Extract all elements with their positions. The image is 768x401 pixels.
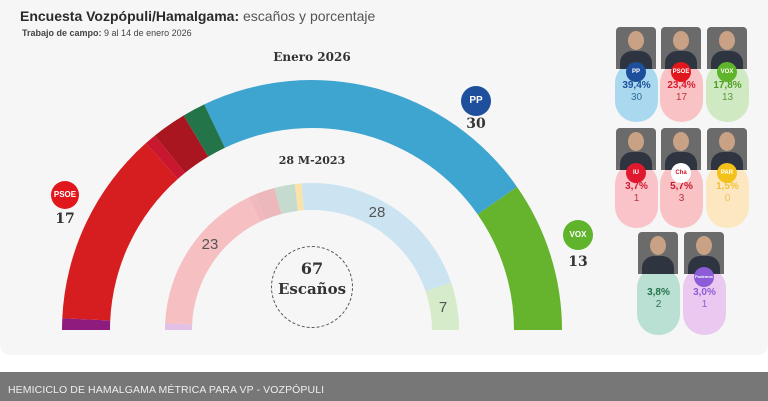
arc-2026-podemos [62,318,111,330]
footer-caption: HEMICICLO DE HAMALGAMA MÉTRICA PARA VP -… [0,372,768,401]
arc-2026-arag-n-teruel-existe [183,104,225,157]
seat-count: 0 [724,193,731,204]
arc-2023-psoe [165,197,261,325]
arc-2023-podemos [165,323,193,330]
arc-2026-psoe [62,143,178,321]
vote-percentage: 23,4% [667,80,696,91]
arc-2023-cha [254,187,282,220]
seat-count: 1 [633,193,640,204]
arc-2026-iu [145,135,185,180]
pp-logo-icon: PP [626,62,646,82]
vote-percentage: 3,8% [647,287,670,298]
inner-pp-seats: 28 [368,204,386,221]
arc-2023-vox [425,282,459,330]
seat-count: 13 [721,92,734,103]
total-seats-number: 67 [300,259,324,278]
seat-count: 2 [655,299,662,310]
podemos-logo-icon: Podemos [694,267,714,287]
hemicycle-chart [62,79,562,330]
vox-seats-label: 13 [568,254,588,270]
candidate-photo [638,232,678,274]
fieldwork-dates: Trabajo de campo: 9 al 14 de enero 2026 [22,28,192,38]
candidate-photo [616,128,656,170]
arc-2026-pp [204,79,517,215]
vote-percentage: 1,5% [716,181,739,192]
seat-count: 3 [678,193,685,204]
psoe-logo-icon: PSOE [51,181,79,209]
par-logo-icon: PAR [717,163,737,183]
arc-2023-pp [301,183,452,292]
vox-logo-icon: VOX [717,62,737,82]
total-seats-circle: 67 Escaños [271,246,353,328]
vote-percentage: 39,4% [622,80,651,91]
party-card-par: 1,5% 0 [706,163,749,228]
seat-count: 30 [630,92,643,103]
seat-count: 1 [701,299,708,310]
outer-ring-label: Enero 2026 [273,50,351,64]
arc-2023-par [294,183,304,211]
vote-percentage: 3,7% [625,181,648,192]
psoe-seats-label: 17 [55,211,75,227]
vote-percentage: 5,7% [670,181,693,192]
arc-2023-iu [248,194,266,222]
total-seats-text: Escaños [277,280,347,298]
vote-percentage: 3,0% [693,287,716,298]
arc-2023-arag-n-teruel-existe [274,184,298,214]
iu-logo-icon: IU [626,163,646,183]
vox-logo-icon: VOX [563,220,593,250]
cha-logo-icon: Cha [671,163,691,183]
arc-2026-vox [477,186,562,330]
pp-logo-icon: PP [461,86,491,116]
page-title: Encuesta Vozpópuli/Hamalgama: escaños y … [20,8,376,24]
seat-count: 17 [675,92,688,103]
inner-ring-label: 28 M-2023 [278,154,346,167]
inner-psoe-seats: 23 [201,236,219,253]
vote-percentage: 17,8% [713,80,742,91]
psoe-logo-icon: PSOE [671,62,691,82]
arc-2026-cha [154,115,209,173]
party-card-arag-n-teruel-existe: 3,8% 2 [637,267,680,335]
candidate-photo [616,27,656,69]
pp-seats-label: 30 [466,116,486,132]
inner-vox-seats: 7 [438,299,448,316]
